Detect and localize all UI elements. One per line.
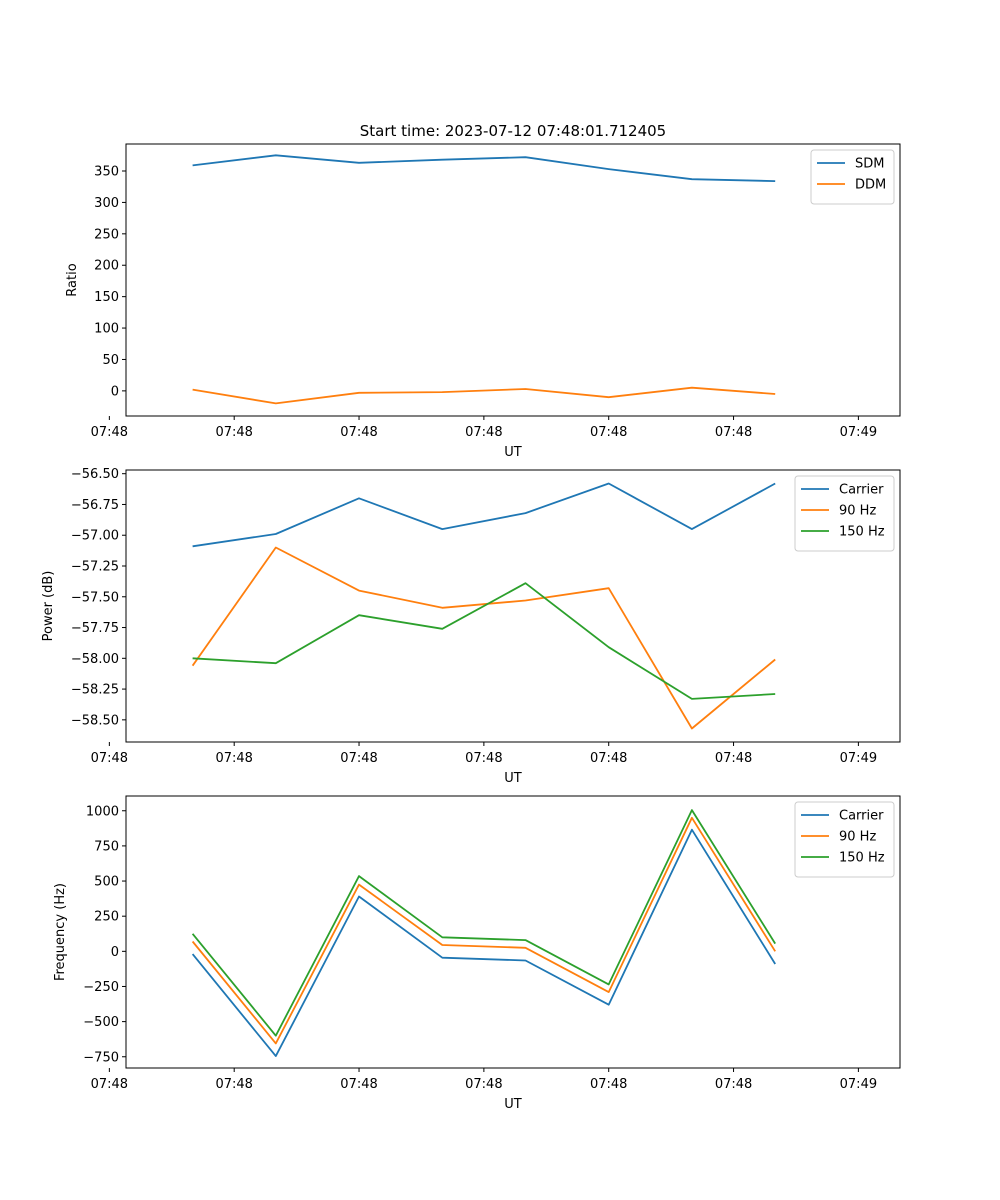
chart-title: Start time: 2023-07-12 07:48:01.712405 bbox=[360, 122, 666, 140]
legend: Carrier 90 Hz 150 Hz bbox=[794, 475, 895, 552]
x-tick-label: 07:48 bbox=[340, 425, 377, 440]
y-tick-label: −58.25 bbox=[71, 683, 119, 698]
plot-frame bbox=[125, 143, 901, 417]
series-line-150-hz bbox=[191, 809, 776, 1037]
chart-panel-2: 07:48 07:48 07:48 07:48 07:48 07:48 07:49 −56.5… bbox=[41, 467, 901, 786]
y-tick-label: −57.50 bbox=[71, 590, 119, 605]
x-tick-label: 07:49 bbox=[840, 1077, 877, 1092]
y-tick-label: 750 bbox=[94, 839, 119, 854]
series-line-90-hz bbox=[191, 816, 776, 1045]
x-tick-label: 07:48 bbox=[715, 425, 752, 440]
x-axis-label: UT bbox=[504, 1097, 522, 1112]
legend-box bbox=[794, 475, 895, 552]
legend-label: 150 Hz bbox=[839, 851, 885, 866]
x-tick-label: 07:48 bbox=[215, 425, 252, 440]
x-tick-label: 07:48 bbox=[590, 751, 627, 766]
y-tick-label: −57.75 bbox=[71, 621, 119, 636]
y-tick-label: 200 bbox=[94, 259, 119, 274]
series-line-150-hz bbox=[192, 582, 776, 700]
legend-label: 150 Hz bbox=[839, 525, 885, 540]
y-tick-label: 250 bbox=[94, 910, 119, 925]
legend-label: Carrier bbox=[839, 809, 884, 824]
y-axis-label: Power (dB) bbox=[41, 571, 56, 642]
y-tick-label: 250 bbox=[94, 227, 119, 242]
x-tick-label: 07:48 bbox=[215, 751, 252, 766]
x-tick-label: 07:48 bbox=[340, 751, 377, 766]
y-tick-label: −57.25 bbox=[71, 560, 119, 575]
legend-label: 90 Hz bbox=[839, 504, 876, 519]
x-tick-label: 07:48 bbox=[340, 1077, 377, 1092]
legend-label: 90 Hz bbox=[839, 830, 876, 845]
y-tick-label: −500 bbox=[83, 1015, 119, 1030]
legend: Carrier 90 Hz 150 Hz bbox=[794, 801, 895, 878]
y-tick-label: 0 bbox=[111, 384, 119, 399]
x-tick-label: 07:48 bbox=[91, 1077, 128, 1092]
y-axis-label: Frequency (Hz) bbox=[53, 883, 68, 981]
y-tick-label: 100 bbox=[94, 322, 119, 337]
x-axis-label: UT bbox=[504, 445, 522, 460]
legend-label: DDM bbox=[855, 178, 886, 193]
plot-frame bbox=[125, 469, 901, 743]
y-tick-label: 500 bbox=[94, 875, 119, 890]
y-tick-label: −56.75 bbox=[71, 498, 119, 513]
x-axis-label: UT bbox=[504, 771, 522, 786]
x-tick-label: 07:48 bbox=[215, 1077, 252, 1092]
y-tick-label: 50 bbox=[102, 353, 119, 368]
y-tick-label: −750 bbox=[83, 1050, 119, 1065]
legend: SDM DDM bbox=[810, 149, 895, 205]
series-line-ddm bbox=[192, 386, 776, 405]
y-tick-label: 150 bbox=[94, 290, 119, 305]
x-tick-label: 07:48 bbox=[715, 751, 752, 766]
y-tick-label: 0 bbox=[111, 945, 119, 960]
x-tick-label: 07:48 bbox=[465, 425, 502, 440]
x-tick-label: 07:48 bbox=[465, 1077, 502, 1092]
x-tick-label: 07:48 bbox=[590, 1077, 627, 1092]
series-line-carrier bbox=[192, 482, 776, 548]
y-tick-label: −56.50 bbox=[71, 467, 119, 482]
x-tick-label: 07:48 bbox=[465, 751, 502, 766]
legend-label: Carrier bbox=[839, 483, 884, 498]
y-tick-label: 300 bbox=[94, 196, 119, 211]
y-tick-label: −57.00 bbox=[71, 529, 119, 544]
x-tick-label: 07:48 bbox=[590, 425, 627, 440]
y-axis-label: Ratio bbox=[65, 263, 80, 296]
x-tick-label: 07:49 bbox=[840, 425, 877, 440]
y-tick-label: 350 bbox=[94, 165, 119, 180]
x-tick-label: 07:48 bbox=[715, 1077, 752, 1092]
y-tick-label: −58.50 bbox=[71, 713, 119, 728]
chart-panel-1: 07:48 07:48 07:48 07:48 07:48 07:48 07:49 0 50 10… bbox=[65, 122, 901, 460]
y-tick-label: 1000 bbox=[86, 804, 119, 819]
plot-frame bbox=[125, 795, 901, 1069]
legend-label: SDM bbox=[855, 157, 884, 172]
series-line-sdm bbox=[192, 154, 776, 182]
x-tick-label: 07:49 bbox=[840, 751, 877, 766]
series-line-carrier bbox=[191, 828, 776, 1057]
y-tick-label: −250 bbox=[83, 980, 119, 995]
chart-panel-3: 07:48 07:48 07:48 07:48 07:48 07:48 07:49 1000 7… bbox=[53, 795, 901, 1112]
y-tick-label: −58.00 bbox=[71, 652, 119, 667]
x-tick-label: 07:48 bbox=[91, 751, 128, 766]
legend-box bbox=[794, 801, 895, 878]
series-line-90-hz bbox=[191, 546, 776, 730]
x-tick-label: 07:48 bbox=[91, 425, 128, 440]
